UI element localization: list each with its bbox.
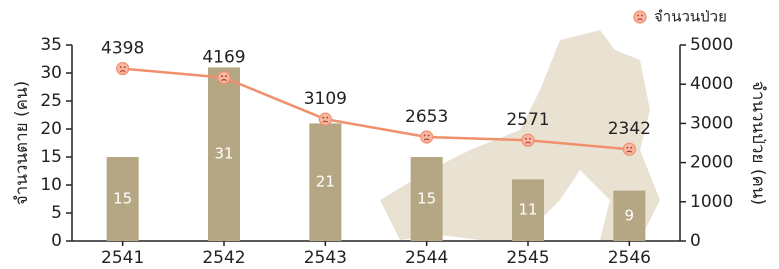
- marker-face: [522, 134, 534, 146]
- marker-face: [117, 63, 129, 75]
- marker-eye: [637, 15, 639, 17]
- marker-face: [218, 72, 230, 84]
- point-value-label: 3109: [304, 89, 347, 109]
- bar-value-label: 21: [316, 173, 335, 191]
- y-tick-label: 10: [40, 175, 62, 195]
- point-value-label: 2653: [405, 107, 448, 127]
- y-tick-label: 30: [40, 63, 62, 83]
- marker-eye: [630, 147, 632, 149]
- y-tick-label: 0: [51, 231, 62, 251]
- x-tick-label: 2544: [405, 248, 448, 268]
- point: [421, 131, 433, 143]
- y2-tick-label: 5000: [690, 35, 733, 55]
- bar-value-label: 15: [417, 190, 436, 208]
- point: [319, 113, 331, 125]
- y-tick-label: 15: [40, 147, 62, 167]
- y2-tick-label: 1000: [690, 192, 733, 212]
- y-tick-label: 35: [40, 35, 62, 55]
- x-tick-label: 2545: [506, 248, 549, 268]
- y-tick-label: 20: [40, 119, 62, 139]
- bar-value-label: 9: [625, 206, 635, 224]
- point-value-label: 4398: [101, 39, 144, 59]
- marker-eye: [124, 66, 126, 68]
- marker-eye: [641, 15, 643, 17]
- point: [522, 134, 534, 146]
- marker-face: [319, 113, 331, 125]
- y-tick-label: 5: [51, 203, 62, 223]
- x-tick-label: 2543: [304, 248, 347, 268]
- legend-icon: [634, 11, 646, 23]
- bar-value-label: 15: [113, 190, 132, 208]
- y2-tick-label: 4000: [690, 74, 733, 94]
- marker-eye: [529, 138, 531, 140]
- marker-face: [634, 11, 646, 23]
- chart: จำนวนตาย (คน) จำนวนป่วย (คน) 0 5 10 15 20 25 3…: [0, 0, 779, 269]
- point: [117, 63, 129, 75]
- y2-tick-label: 2000: [690, 153, 733, 173]
- bar-value-label: 11: [518, 201, 537, 219]
- point-value-label: 2571: [506, 110, 549, 130]
- marker-eye: [225, 75, 227, 77]
- marker-eye: [424, 135, 426, 137]
- marker-eye: [626, 147, 628, 149]
- y2-tick-label: 3000: [690, 113, 733, 133]
- legend-label: จำนวนป่วย: [654, 8, 727, 26]
- point-value-label: 2342: [608, 119, 651, 139]
- marker-face: [421, 131, 433, 143]
- y-tick-label: 25: [40, 91, 62, 111]
- bar-value-label: 31: [214, 145, 233, 163]
- y2-axis-label: จำนวนป่วย (คน): [748, 81, 768, 205]
- point: [623, 143, 635, 155]
- marker-eye: [326, 117, 328, 119]
- marker-eye: [525, 138, 527, 140]
- marker-eye: [120, 66, 122, 68]
- point-value-label: 4169: [202, 48, 245, 68]
- y-axis-label: จำนวนตาย (คน): [12, 81, 32, 206]
- marker-eye: [221, 75, 223, 77]
- marker-face: [623, 143, 635, 155]
- x-tick-label: 2541: [101, 248, 144, 268]
- marker-eye: [428, 135, 430, 137]
- point: [218, 72, 230, 84]
- y2-tick-label: 0: [690, 231, 701, 251]
- marker-eye: [322, 117, 324, 119]
- x-tick-label: 2546: [608, 248, 651, 268]
- x-tick-label: 2542: [202, 248, 245, 268]
